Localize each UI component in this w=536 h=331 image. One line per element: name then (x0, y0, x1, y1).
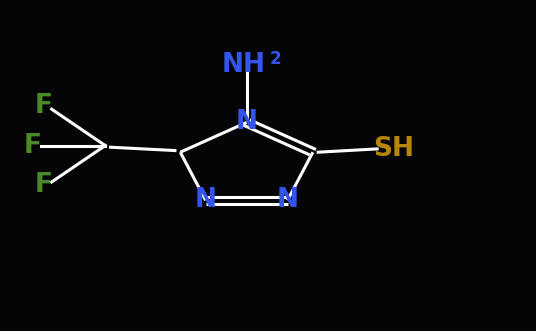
Text: N: N (235, 110, 258, 135)
Text: F: F (35, 172, 53, 198)
Text: N: N (195, 187, 217, 213)
Text: NH: NH (222, 52, 266, 77)
Text: SH: SH (373, 136, 414, 162)
Text: F: F (35, 93, 53, 119)
Text: F: F (24, 133, 42, 159)
Text: 2: 2 (269, 50, 281, 68)
Text: N: N (277, 187, 299, 213)
